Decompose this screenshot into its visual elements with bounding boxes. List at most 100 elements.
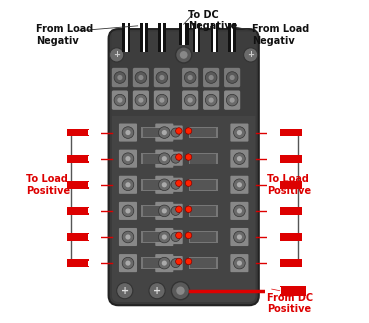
Bar: [87, 130, 100, 135]
Bar: [67, 129, 89, 136]
FancyBboxPatch shape: [169, 256, 183, 270]
Bar: [231, 23, 234, 52]
Circle shape: [172, 282, 190, 300]
Circle shape: [234, 205, 245, 217]
Circle shape: [234, 257, 245, 269]
Circle shape: [185, 232, 192, 239]
Circle shape: [176, 287, 184, 295]
Bar: [190, 154, 216, 163]
Circle shape: [159, 257, 170, 269]
Circle shape: [162, 261, 167, 266]
Circle shape: [230, 75, 235, 80]
Circle shape: [162, 234, 167, 240]
Circle shape: [234, 231, 245, 243]
Bar: [141, 231, 170, 243]
Text: +: +: [121, 286, 129, 296]
Circle shape: [162, 130, 167, 135]
FancyBboxPatch shape: [203, 90, 219, 110]
FancyBboxPatch shape: [169, 151, 183, 166]
Bar: [158, 23, 166, 52]
Bar: [189, 127, 218, 138]
Circle shape: [117, 75, 123, 80]
Circle shape: [159, 127, 170, 138]
Bar: [228, 23, 236, 52]
Bar: [190, 206, 216, 216]
Circle shape: [234, 153, 245, 164]
Circle shape: [159, 153, 170, 164]
Circle shape: [156, 94, 168, 106]
FancyBboxPatch shape: [155, 176, 173, 194]
Circle shape: [162, 208, 167, 214]
Text: To DC
Negative: To DC Negative: [188, 10, 237, 31]
FancyBboxPatch shape: [119, 228, 137, 246]
Bar: [67, 207, 89, 215]
Text: +: +: [153, 286, 161, 296]
Bar: [280, 181, 302, 189]
Bar: [267, 261, 280, 266]
Circle shape: [125, 208, 131, 214]
Circle shape: [117, 283, 133, 299]
Text: To Load
Positive: To Load Positive: [26, 174, 70, 196]
Bar: [189, 205, 218, 217]
Circle shape: [205, 72, 217, 83]
Bar: [267, 208, 280, 214]
Bar: [190, 232, 216, 242]
Bar: [210, 23, 218, 52]
Bar: [190, 128, 216, 137]
Circle shape: [176, 206, 182, 213]
Circle shape: [237, 234, 242, 240]
Circle shape: [125, 156, 131, 161]
Circle shape: [122, 127, 134, 138]
Circle shape: [122, 179, 134, 191]
Circle shape: [149, 283, 165, 299]
FancyBboxPatch shape: [230, 176, 248, 194]
FancyBboxPatch shape: [155, 254, 173, 272]
Circle shape: [162, 156, 167, 161]
Bar: [189, 231, 218, 243]
Circle shape: [237, 261, 242, 266]
Bar: [213, 23, 215, 52]
FancyBboxPatch shape: [224, 68, 240, 87]
Bar: [67, 181, 89, 189]
FancyBboxPatch shape: [112, 90, 128, 110]
Bar: [179, 23, 189, 45]
FancyBboxPatch shape: [230, 228, 248, 246]
Bar: [87, 156, 100, 161]
Bar: [280, 233, 302, 241]
Bar: [280, 286, 306, 296]
Circle shape: [185, 206, 192, 213]
Circle shape: [185, 128, 192, 134]
Circle shape: [184, 94, 196, 106]
Circle shape: [208, 98, 214, 103]
Bar: [142, 258, 168, 268]
Bar: [142, 206, 168, 216]
Bar: [280, 155, 302, 162]
Bar: [141, 257, 170, 269]
FancyBboxPatch shape: [182, 90, 198, 110]
FancyBboxPatch shape: [133, 90, 149, 110]
FancyBboxPatch shape: [169, 204, 183, 218]
FancyBboxPatch shape: [108, 29, 259, 305]
Text: From DC
Positive: From DC Positive: [267, 293, 313, 314]
Circle shape: [117, 98, 123, 103]
Bar: [193, 23, 200, 52]
Bar: [123, 23, 130, 52]
Circle shape: [184, 72, 196, 83]
FancyBboxPatch shape: [112, 32, 256, 302]
Circle shape: [125, 182, 131, 187]
Bar: [189, 257, 218, 269]
FancyBboxPatch shape: [203, 68, 219, 87]
Circle shape: [125, 261, 131, 266]
FancyBboxPatch shape: [230, 123, 248, 141]
Circle shape: [138, 98, 144, 103]
Circle shape: [122, 231, 134, 243]
Circle shape: [176, 128, 182, 134]
FancyBboxPatch shape: [119, 176, 137, 194]
Circle shape: [185, 180, 192, 186]
Bar: [87, 182, 100, 187]
FancyBboxPatch shape: [155, 123, 173, 141]
Circle shape: [176, 154, 182, 160]
Text: From Load
Negativ: From Load Negativ: [36, 24, 93, 46]
Circle shape: [237, 182, 242, 187]
Bar: [142, 232, 168, 242]
